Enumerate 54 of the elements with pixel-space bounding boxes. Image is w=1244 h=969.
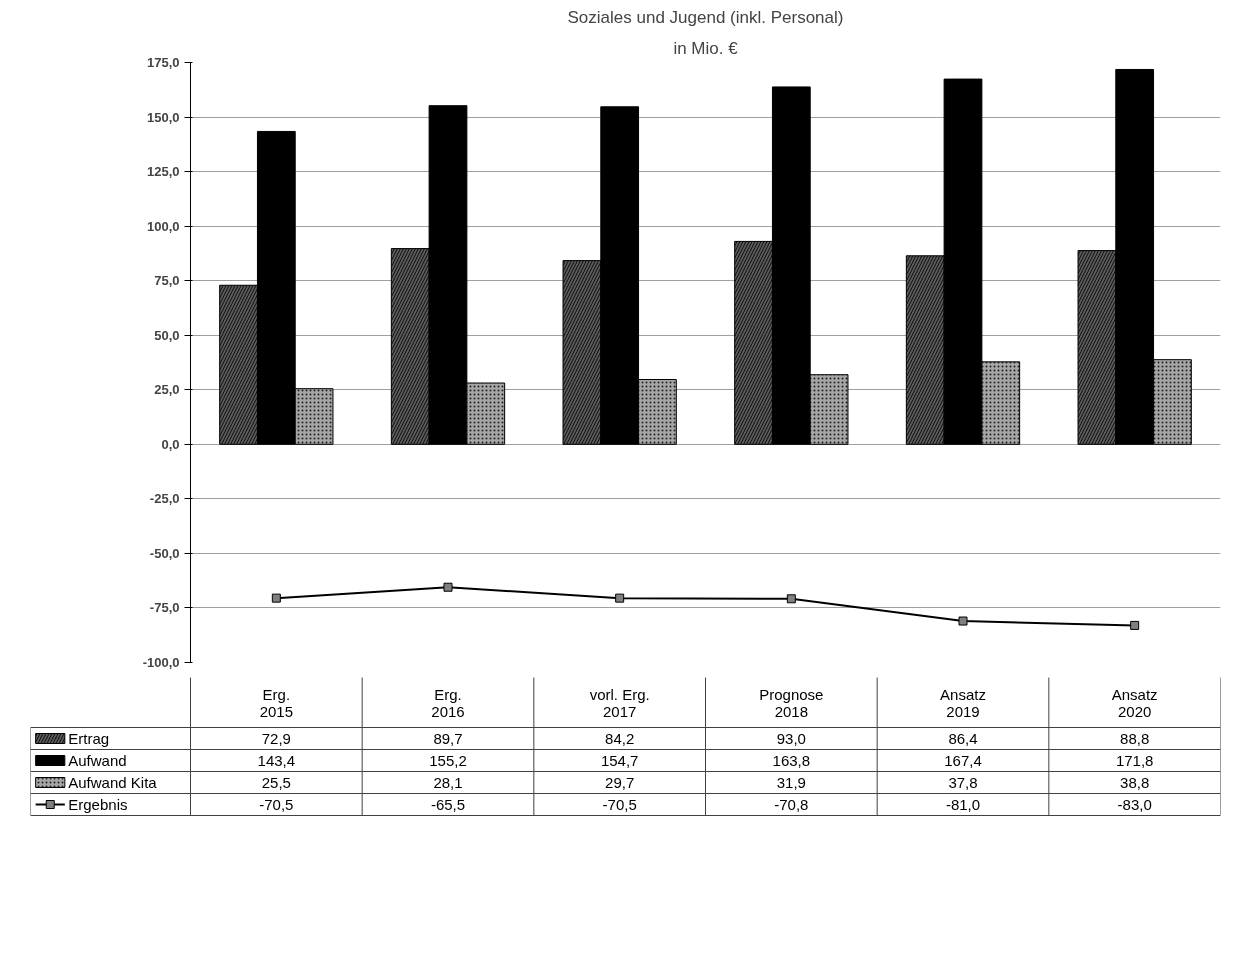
x-tick-label: Ansatz 2019 <box>940 685 986 720</box>
chart-title: Soziales und Jugend (inkl. Personal) <box>567 7 844 27</box>
point <box>271 593 281 603</box>
point <box>615 593 625 603</box>
data-label: 163,8 <box>772 751 811 769</box>
data-label: 86,4 <box>948 729 978 747</box>
x-tick-label: Prognose 2018 <box>759 685 824 720</box>
data-label: -65,5 <box>430 795 466 813</box>
data-label: -70,5 <box>602 795 637 813</box>
data-label: 84,2 <box>605 729 635 747</box>
x-tick-label: vorl. Erg. 2017 <box>589 685 650 720</box>
data-label: 72,9 <box>261 729 291 747</box>
y-tick-label: 75,0 <box>154 273 180 289</box>
data-label: 29,7 <box>605 773 635 791</box>
point <box>958 616 968 626</box>
y-tick-label: -50,0 <box>149 545 180 561</box>
data-label: -81,0 <box>945 795 981 813</box>
x-tick-label: Erg. 2015 <box>259 685 294 720</box>
data-label: -70,8 <box>774 795 809 813</box>
y-tick-label: 150,0 <box>146 109 180 125</box>
y-tick-label: 175,0 <box>146 55 180 70</box>
data-label: 143,4 <box>257 751 296 769</box>
x-tick-label: Erg. 2016 <box>431 685 465 720</box>
data-label: 31,9 <box>776 773 806 791</box>
y-tick-label: -25,0 <box>149 491 180 507</box>
y-tick-label: -75,0 <box>149 600 180 616</box>
data-label: 89,7 <box>433 729 463 747</box>
point <box>443 582 453 592</box>
data-label: 37,8 <box>948 773 978 791</box>
chart-subtitle: in Mio. € <box>673 38 739 58</box>
data-label: 25,5 <box>261 773 291 791</box>
data-label: 154,7 <box>600 751 639 769</box>
data-label: 171,8 <box>1115 751 1154 769</box>
data-label: -70,5 <box>259 795 294 813</box>
legend-label: Ertrag <box>68 730 110 747</box>
y-tick-label: -100,0 <box>142 655 180 670</box>
x-tick-label: Ansatz 2020 <box>1111 685 1158 720</box>
legend-label: Ergebnis <box>68 796 128 813</box>
y-tick-label: 125,0 <box>146 164 180 180</box>
legend-label: Aufwand Kita <box>68 774 158 791</box>
data-label: 155,2 <box>429 751 467 769</box>
data-label: 28,1 <box>433 773 463 791</box>
legend-label: Aufwand <box>68 752 127 769</box>
data-label: 167,4 <box>944 751 982 769</box>
data-label: 38,8 <box>1120 773 1150 791</box>
point <box>786 594 796 604</box>
point <box>1130 620 1140 630</box>
y-tick-label: 50,0 <box>154 327 180 343</box>
y-tick-label: 25,0 <box>154 382 180 398</box>
data-label: -83,0 <box>1117 795 1152 813</box>
y-tick-label: 100,0 <box>146 218 180 234</box>
data-label: 93,0 <box>776 729 806 747</box>
y-tick-label: 0,0 <box>161 436 180 452</box>
data-label: 88,8 <box>1120 729 1150 747</box>
